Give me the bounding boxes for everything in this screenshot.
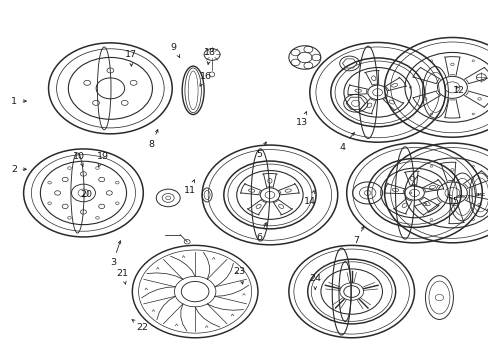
- Text: 24: 24: [308, 274, 321, 289]
- Text: 6: 6: [256, 223, 266, 242]
- Text: 5: 5: [256, 142, 265, 159]
- Text: 13: 13: [295, 112, 307, 127]
- Text: 15: 15: [447, 194, 459, 206]
- Text: 21: 21: [116, 269, 128, 284]
- Text: 11: 11: [183, 180, 196, 195]
- Text: 19: 19: [97, 152, 109, 167]
- Text: GMC: GMC: [456, 195, 467, 199]
- Text: GMC: GMC: [474, 193, 485, 197]
- Text: 9: 9: [170, 43, 180, 57]
- Text: 3: 3: [110, 241, 121, 267]
- Text: 23: 23: [233, 267, 245, 284]
- Text: 8: 8: [148, 130, 158, 149]
- Text: 22: 22: [132, 320, 148, 332]
- Text: 17: 17: [125, 50, 137, 66]
- Text: 14: 14: [304, 190, 316, 206]
- Text: 10: 10: [73, 152, 84, 167]
- Text: 4: 4: [338, 132, 354, 152]
- Text: 1: 1: [11, 96, 26, 105]
- Text: 12: 12: [452, 86, 464, 95]
- Text: 20: 20: [80, 190, 92, 199]
- Text: 18: 18: [204, 48, 216, 64]
- Text: 7: 7: [353, 226, 363, 246]
- Text: 16: 16: [199, 72, 211, 86]
- Text: 2: 2: [11, 165, 26, 174]
